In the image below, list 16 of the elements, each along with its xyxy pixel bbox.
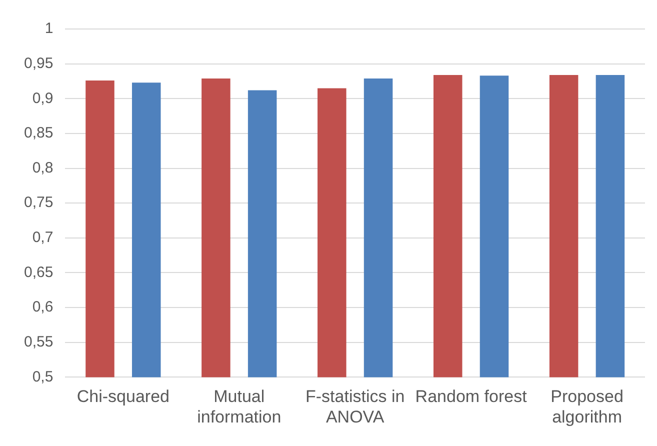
y-tick-label: 0,9 bbox=[32, 90, 54, 107]
x-tick-label: Chi-squared bbox=[76, 387, 170, 406]
x-tick-label: F-statistics in ANOVA bbox=[306, 387, 405, 426]
x-tick-label: Random forest bbox=[415, 387, 528, 406]
x-tick-label: Proposed algorithm bbox=[550, 387, 624, 426]
y-tick-label: 0,85 bbox=[24, 124, 54, 142]
y-tick-label: 0,65 bbox=[24, 264, 54, 281]
y-tick-label: 0,7 bbox=[32, 229, 54, 246]
y-tick-label: 0,55 bbox=[24, 334, 54, 351]
y-tick-label: 0,75 bbox=[24, 194, 54, 212]
y-tick-label: 0,5 bbox=[32, 368, 54, 386]
y-tick-label: 0,8 bbox=[32, 159, 54, 176]
y-tick-label: 1 bbox=[44, 20, 54, 38]
y-tick-label: 0,95 bbox=[24, 54, 54, 72]
y-tick-label: 0,6 bbox=[32, 298, 54, 316]
x-tick-label: Mutual information bbox=[197, 387, 282, 426]
